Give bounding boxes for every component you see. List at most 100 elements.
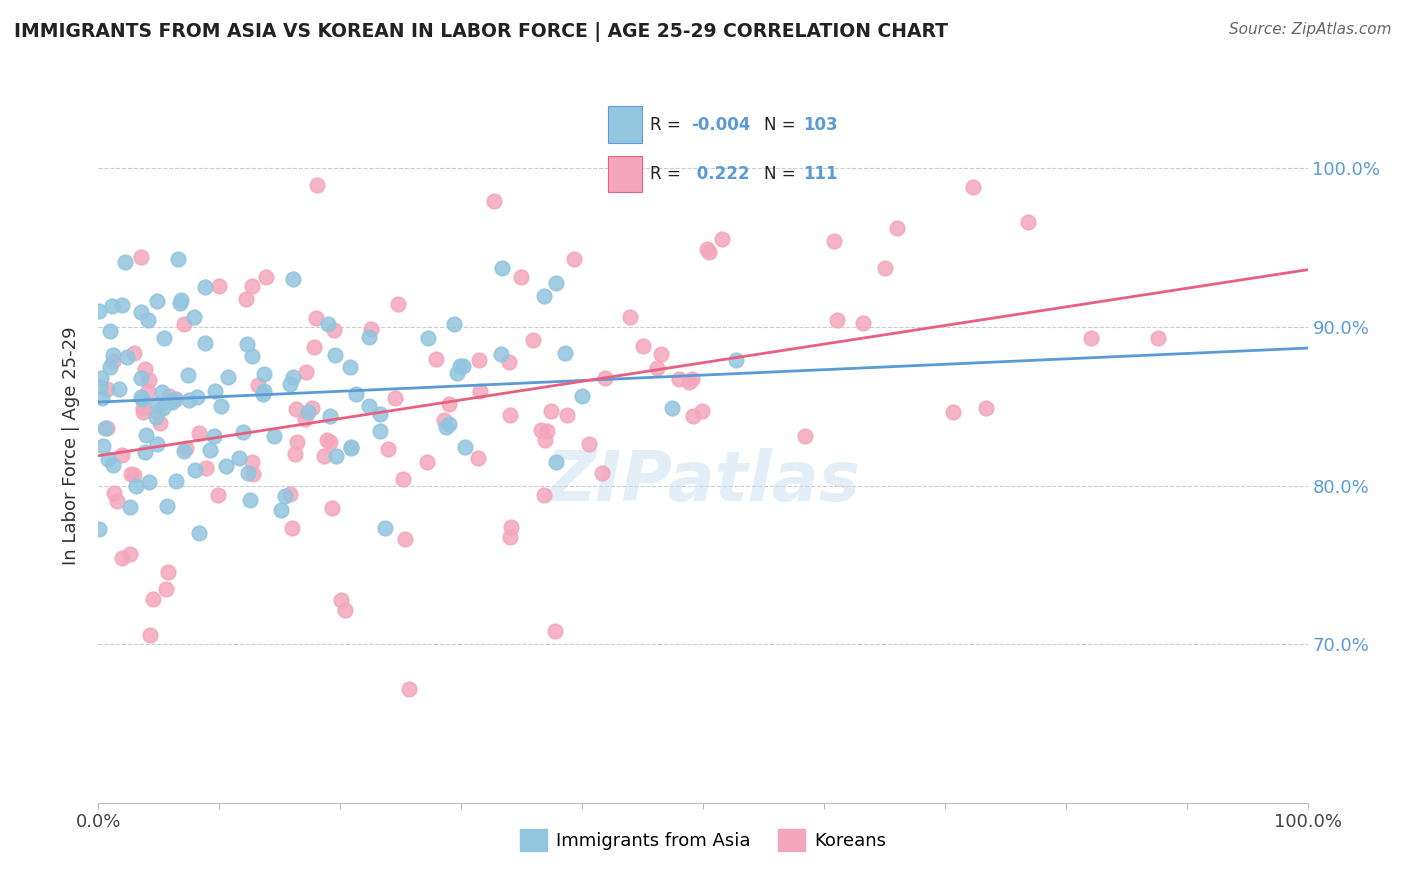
Point [217, 370, 239, 384]
Point [135, 427, 157, 442]
Point [108, 382, 131, 396]
Point [120, 467, 142, 482]
Point [437, 397, 460, 411]
Point [434, 420, 457, 434]
Point [451, 359, 474, 373]
Point [122, 346, 145, 360]
Point [491, 261, 513, 276]
Point [169, 293, 191, 307]
Point [165, 474, 187, 488]
Point [312, 449, 335, 463]
Point [344, 387, 367, 401]
Point [509, 269, 531, 284]
Point [228, 450, 250, 465]
Point [368, 424, 391, 438]
Point [138, 628, 160, 642]
Point [661, 401, 683, 416]
Point [89, 379, 111, 393]
Point [319, 409, 342, 423]
Point [155, 582, 177, 596]
Point [578, 437, 600, 451]
Point [100, 299, 122, 313]
Point [540, 404, 562, 418]
Point [340, 441, 363, 455]
Point [134, 362, 156, 376]
Point [177, 368, 200, 382]
Point [591, 466, 613, 480]
Point [111, 448, 134, 462]
Point [163, 392, 186, 407]
Point [101, 348, 124, 362]
Point [333, 603, 356, 617]
Point [194, 280, 217, 294]
Point [91, 439, 114, 453]
Point [696, 243, 718, 257]
Text: IMMIGRANTS FROM ASIA VS KOREAN IN LABOR FORCE | AGE 25-29 CORRELATION CHART: IMMIGRANTS FROM ASIA VS KOREAN IN LABOR … [14, 22, 948, 42]
Point [690, 403, 713, 417]
Point [188, 426, 211, 441]
Text: N =: N = [763, 116, 801, 134]
Point [103, 485, 125, 500]
Point [302, 340, 325, 354]
Point [253, 384, 276, 398]
Point [236, 337, 259, 351]
FancyBboxPatch shape [607, 155, 641, 193]
Point [156, 500, 179, 514]
Point [187, 526, 209, 541]
Point [162, 394, 184, 409]
Point [240, 349, 263, 363]
Point [294, 412, 316, 426]
Point [962, 180, 984, 194]
Point [1017, 215, 1039, 229]
Text: 103: 103 [803, 116, 838, 134]
Point [148, 416, 170, 430]
Text: -0.004: -0.004 [692, 116, 751, 134]
Point [284, 447, 307, 461]
Point [157, 389, 180, 403]
Point [322, 323, 344, 337]
Point [467, 450, 489, 465]
Point [316, 434, 339, 448]
Point [240, 455, 263, 469]
Point [555, 408, 578, 422]
Point [118, 500, 141, 514]
Text: R =: R = [650, 165, 686, 183]
Point [941, 405, 963, 419]
Point [482, 194, 505, 208]
Point [169, 296, 191, 310]
Point [96, 382, 118, 396]
Point [668, 372, 690, 386]
Point [1147, 331, 1170, 345]
Point [544, 455, 567, 469]
Point [325, 449, 347, 463]
Point [499, 520, 522, 534]
Text: 111: 111 [803, 165, 838, 183]
Point [536, 424, 558, 438]
Point [360, 322, 382, 336]
Point [449, 359, 471, 373]
Point [619, 310, 641, 324]
Point [287, 435, 309, 450]
Point [173, 317, 195, 331]
Point [439, 417, 461, 432]
Point [319, 435, 342, 450]
Point [793, 429, 815, 443]
Point [416, 455, 439, 469]
Point [416, 331, 439, 345]
Point [499, 409, 522, 423]
Point [235, 293, 257, 307]
Point [98, 359, 121, 374]
Point [1080, 331, 1102, 345]
Point [297, 405, 319, 419]
Point [321, 500, 343, 515]
Point [146, 437, 169, 451]
Point [89, 304, 111, 318]
Point [391, 472, 413, 486]
Point [195, 461, 218, 475]
Point [97, 452, 120, 467]
Point [387, 297, 409, 311]
Point [270, 503, 292, 517]
Point [174, 442, 197, 456]
Point [724, 352, 747, 367]
Point [146, 397, 169, 411]
